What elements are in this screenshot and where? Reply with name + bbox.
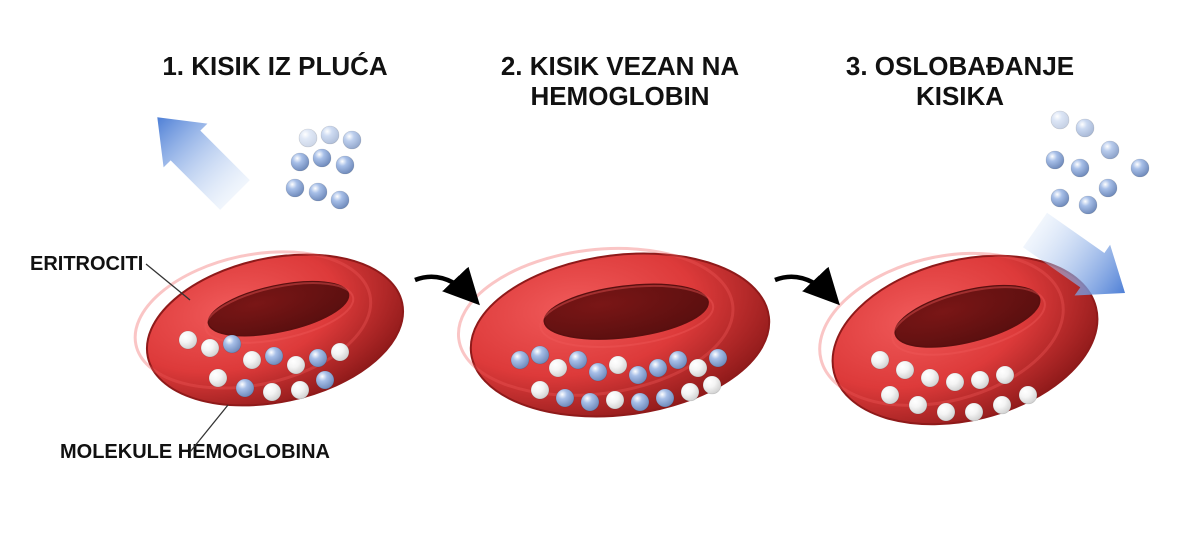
hemoglobin-molecule: [243, 351, 261, 369]
oxygen-molecule: [265, 347, 283, 365]
oxygen-molecule: [1131, 159, 1149, 177]
oxygen-molecule: [309, 349, 327, 367]
hemoglobin-molecule: [993, 396, 1011, 414]
oxygen-molecule: [321, 126, 339, 144]
hemoglobin-molecule: [1019, 386, 1037, 404]
oxygen-molecule: [343, 131, 361, 149]
process-arrow: [415, 277, 475, 300]
hemoglobin-molecule: [965, 403, 983, 421]
oxygen-molecule: [1046, 151, 1064, 169]
diagram-canvas: 1. KISIK IZ PLUĆA 2. KISIK VEZAN NAHEMOGL…: [0, 0, 1200, 537]
oxygen-molecule: [299, 129, 317, 147]
hemoglobin-molecule: [201, 339, 219, 357]
oxygen-molecule: [581, 393, 599, 411]
oxygen-molecule: [589, 363, 607, 381]
hemoglobin-molecule: [881, 386, 899, 404]
oxygen-molecule: [331, 191, 349, 209]
hemoglobin-molecule: [531, 381, 549, 399]
title-t1: 1. KISIK IZ PLUĆA: [162, 51, 388, 81]
oxygen-molecule: [1051, 189, 1069, 207]
title-t2: HEMOGLOBIN: [530, 81, 709, 111]
oxygen-molecule: [236, 379, 254, 397]
hemoglobin-molecule: [291, 381, 309, 399]
hemoglobin-molecule: [681, 383, 699, 401]
oxygen-molecule: [1079, 196, 1097, 214]
hemoglobin-molecule: [871, 351, 889, 369]
oxygen-molecule: [569, 351, 587, 369]
oxygen-molecule: [336, 156, 354, 174]
oxygen-molecule: [313, 149, 331, 167]
oxygen-molecule: [631, 393, 649, 411]
oxygen-molecule: [223, 335, 241, 353]
oxygen-molecule: [1099, 179, 1117, 197]
oxygen-molecule: [286, 179, 304, 197]
oxygen-molecule: [1101, 141, 1119, 159]
oxygen-molecule: [1076, 119, 1094, 137]
hemoglobin-molecule: [689, 359, 707, 377]
oxygen-molecule: [669, 351, 687, 369]
hemoglobin-molecule: [946, 373, 964, 391]
oxygen-molecule: [531, 346, 549, 364]
hemoglobin-molecule: [909, 396, 927, 414]
oxygen-molecule: [556, 389, 574, 407]
leader-line: [146, 264, 190, 300]
oxygen-molecule: [1051, 111, 1069, 129]
title-t3: KISIKA: [916, 81, 1004, 111]
oxygen-molecule: [656, 389, 674, 407]
title-t3: 3. OSLOBAĐANJE: [846, 51, 1074, 81]
oxygen-molecule: [1071, 159, 1089, 177]
hemoglobin-molecule: [549, 359, 567, 377]
hemoglobin-molecule: [937, 403, 955, 421]
oxygen-molecule: [709, 349, 727, 367]
hemoglobin-molecule: [896, 361, 914, 379]
hemoglobin-molecule: [331, 343, 349, 361]
hemoglobin-molecule: [609, 356, 627, 374]
oxygen-molecule: [291, 153, 309, 171]
hemoglobin-molecule: [921, 369, 939, 387]
label-l2: MOLEKULE HEMOGLOBINA: [60, 441, 330, 463]
hemoglobin-molecule: [287, 356, 305, 374]
process-arrow: [775, 277, 835, 300]
hemoglobin-molecule: [263, 383, 281, 401]
hemoglobin-molecule: [996, 366, 1014, 384]
oxygen-molecule: [316, 371, 334, 389]
oxygen-flow-arrow: [135, 95, 257, 217]
title-t2: 2. KISIK VEZAN NA: [501, 51, 740, 81]
hemoglobin-molecule: [209, 369, 227, 387]
oxygen-molecule: [649, 359, 667, 377]
label-l1: ERITROCITI: [30, 253, 143, 275]
hemoglobin-molecule: [703, 376, 721, 394]
oxygen-molecule: [309, 183, 327, 201]
hemoglobin-molecule: [971, 371, 989, 389]
hemoglobin-molecule: [179, 331, 197, 349]
oxygen-molecule: [629, 366, 647, 384]
hemoglobin-molecule: [606, 391, 624, 409]
oxygen-molecule: [511, 351, 529, 369]
